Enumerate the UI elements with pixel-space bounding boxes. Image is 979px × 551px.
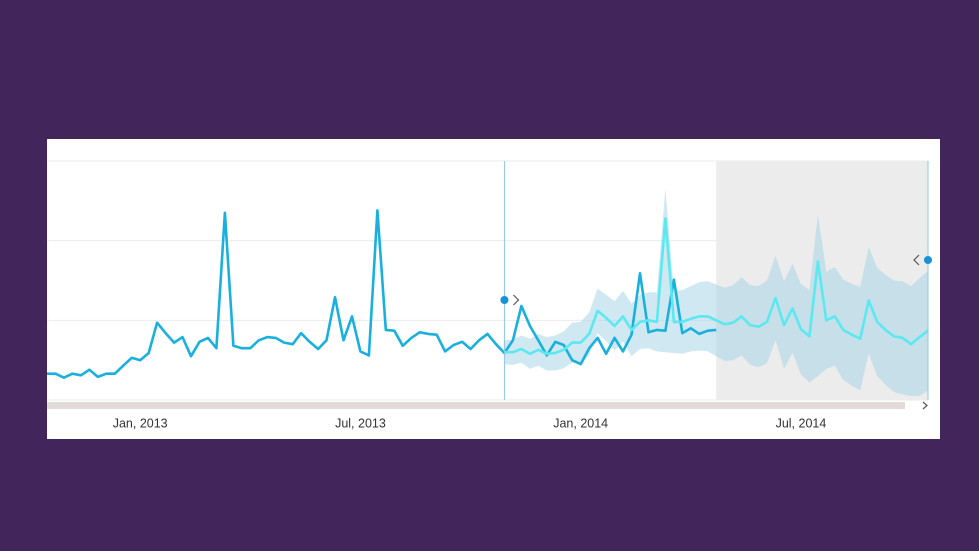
plot-marks [47, 188, 929, 396]
x-tick-label: Jan, 2013 [113, 416, 168, 430]
scrollbar[interactable] [47, 402, 905, 409]
forecast-line [504, 217, 929, 356]
plot-ui: Jan, 2013 Jul, 2013 Jan, 2014 Jul, 2014 [113, 161, 932, 430]
x-tick-label: Jul, 2013 [335, 416, 386, 430]
handle-arrow [513, 294, 520, 306]
x-tick-label: Jan, 2014 [553, 416, 608, 430]
x-tick-label: Jul, 2014 [776, 416, 827, 430]
forecast-handle[interactable] [500, 296, 509, 304]
actual-line [47, 209, 717, 379]
range-handle[interactable] [924, 256, 932, 264]
handle-arrow [913, 254, 920, 266]
scroll-arrow[interactable] [922, 401, 928, 410]
